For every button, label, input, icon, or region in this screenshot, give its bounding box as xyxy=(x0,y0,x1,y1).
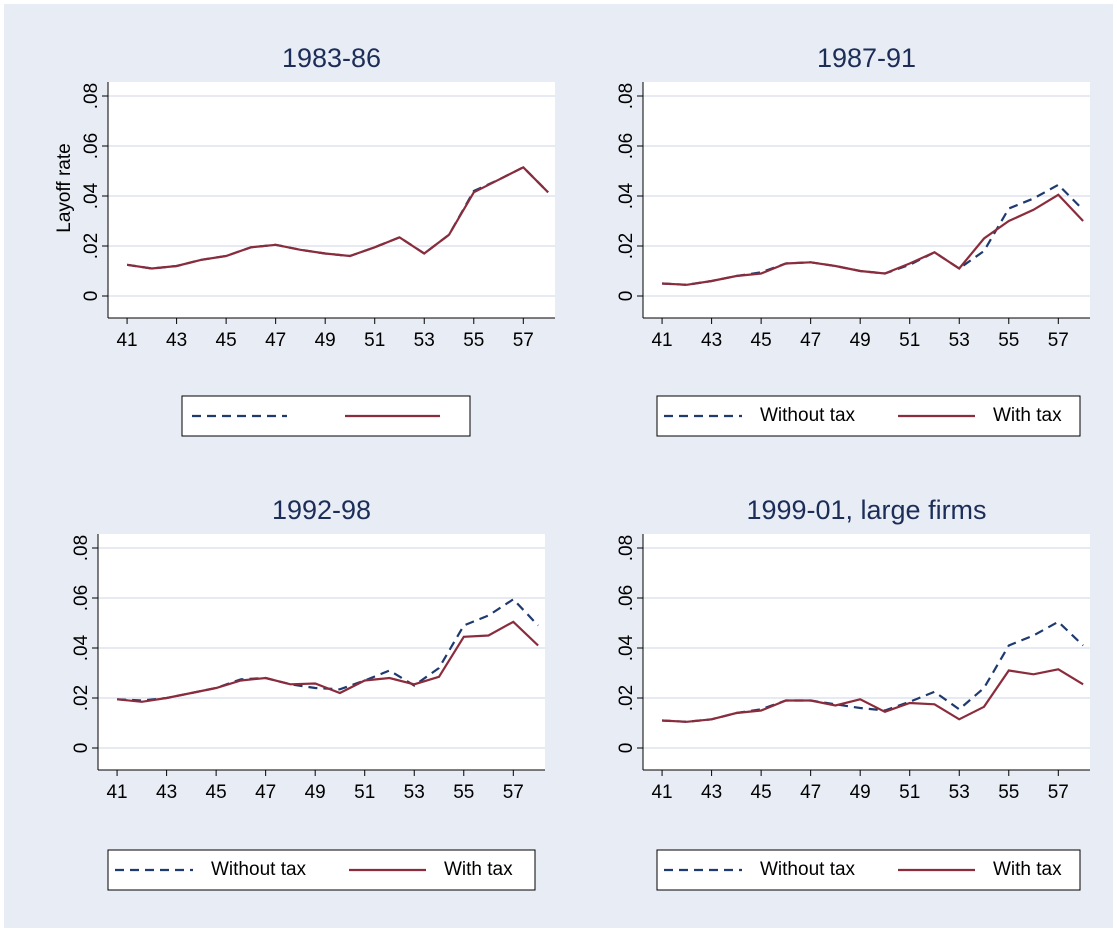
legend-label: With tax xyxy=(993,859,1062,880)
y-tick-label: .08 xyxy=(616,535,637,561)
y-tick-label: .06 xyxy=(71,585,92,611)
x-tick-label: 51 xyxy=(354,782,375,803)
x-tick-label: 51 xyxy=(899,330,920,351)
x-tick-label: 45 xyxy=(206,782,227,803)
series-line xyxy=(662,193,1084,286)
x-tick-label: 53 xyxy=(404,782,425,803)
y-tick-label: .02 xyxy=(616,685,637,711)
series-line xyxy=(116,620,539,703)
y-tick-label: .02 xyxy=(81,233,102,259)
y-axis-title: Layoff rate xyxy=(54,143,75,232)
legend-label: Without tax xyxy=(211,859,307,880)
chart-title: 1992-98 xyxy=(272,495,371,525)
x-tick-label: 51 xyxy=(899,782,920,803)
x-tick-label: 57 xyxy=(503,782,524,803)
x-tick-label: 47 xyxy=(255,782,276,803)
legend-label: Without tax xyxy=(760,859,856,880)
x-tick-label: 53 xyxy=(949,782,970,803)
series-line xyxy=(662,668,1084,723)
x-tick-label: 55 xyxy=(453,782,474,803)
x-tick-label: 57 xyxy=(1048,782,1069,803)
y-tick-label: .06 xyxy=(81,133,102,159)
x-tick-label: 57 xyxy=(513,330,534,351)
x-tick-label: 43 xyxy=(701,782,722,803)
plot-area xyxy=(643,534,1090,770)
x-tick-label: 55 xyxy=(998,782,1019,803)
y-tick-label: .02 xyxy=(71,685,92,711)
x-tick-label: 47 xyxy=(800,782,821,803)
x-tick-label: 49 xyxy=(850,330,871,351)
x-tick-label: 43 xyxy=(166,330,187,351)
x-tick-label: 49 xyxy=(315,330,336,351)
legend-label: With tax xyxy=(444,859,513,880)
y-tick-label: .04 xyxy=(71,634,92,661)
plot-area xyxy=(643,82,1090,318)
series-line xyxy=(126,165,549,270)
x-tick-label: 51 xyxy=(364,330,385,351)
series-line xyxy=(662,620,1084,723)
y-tick-label: .08 xyxy=(81,83,102,109)
plot-area xyxy=(98,534,545,770)
x-tick-label: 47 xyxy=(800,330,821,351)
chart-title: 1999-01, large firms xyxy=(746,495,986,525)
y-tick-label: 0 xyxy=(616,743,637,754)
x-tick-label: 49 xyxy=(850,782,871,803)
y-tick-label: 0 xyxy=(71,743,92,754)
chart-title: 1987-91 xyxy=(817,43,916,73)
x-tick-label: 45 xyxy=(751,330,772,351)
x-tick-label: 47 xyxy=(265,330,286,351)
y-tick-label: 0 xyxy=(81,291,102,302)
x-tick-label: 41 xyxy=(651,330,672,351)
x-tick-label: 57 xyxy=(1048,330,1069,351)
y-tick-label: .08 xyxy=(616,83,637,109)
y-tick-label: .08 xyxy=(71,535,92,561)
legend-label: Without tax xyxy=(760,405,856,426)
x-tick-label: 49 xyxy=(305,782,326,803)
y-tick-label: .02 xyxy=(616,233,637,259)
x-tick-label: 43 xyxy=(156,782,177,803)
x-tick-label: 41 xyxy=(106,782,127,803)
x-tick-label: 55 xyxy=(998,330,1019,351)
x-tick-label: 45 xyxy=(751,782,772,803)
legend-label: With tax xyxy=(993,405,1062,426)
chart-title: 1983-86 xyxy=(282,43,381,73)
y-tick-label: 0 xyxy=(616,291,637,302)
y-tick-label: .06 xyxy=(616,133,637,159)
x-tick-label: 55 xyxy=(463,330,484,351)
plot-area xyxy=(108,82,555,318)
y-tick-label: .06 xyxy=(616,585,637,611)
x-tick-label: 41 xyxy=(116,330,137,351)
x-tick-label: 53 xyxy=(414,330,435,351)
x-tick-label: 43 xyxy=(701,330,722,351)
y-tick-label: .04 xyxy=(616,182,637,209)
y-tick-label: .04 xyxy=(616,634,637,661)
x-tick-label: 53 xyxy=(949,330,970,351)
x-tick-label: 45 xyxy=(216,330,237,351)
y-tick-label: .04 xyxy=(81,182,102,209)
x-tick-label: 41 xyxy=(651,782,672,803)
